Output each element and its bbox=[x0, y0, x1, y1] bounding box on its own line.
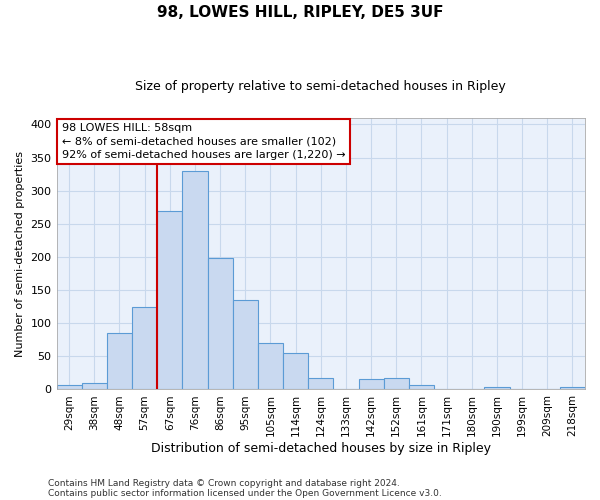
Title: Size of property relative to semi-detached houses in Ripley: Size of property relative to semi-detach… bbox=[136, 80, 506, 93]
Text: 98 LOWES HILL: 58sqm
← 8% of semi-detached houses are smaller (102)
92% of semi-: 98 LOWES HILL: 58sqm ← 8% of semi-detach… bbox=[62, 123, 346, 160]
Text: Contains HM Land Registry data © Crown copyright and database right 2024.: Contains HM Land Registry data © Crown c… bbox=[48, 478, 400, 488]
Bar bbox=[283, 353, 308, 390]
Bar bbox=[107, 333, 132, 390]
Bar bbox=[560, 388, 585, 390]
Text: 98, LOWES HILL, RIPLEY, DE5 3UF: 98, LOWES HILL, RIPLEY, DE5 3UF bbox=[157, 5, 443, 20]
Bar bbox=[233, 300, 258, 390]
Bar bbox=[132, 306, 157, 390]
Bar bbox=[182, 171, 208, 390]
Bar bbox=[208, 258, 233, 390]
Text: Contains public sector information licensed under the Open Government Licence v3: Contains public sector information licen… bbox=[48, 488, 442, 498]
X-axis label: Distribution of semi-detached houses by size in Ripley: Distribution of semi-detached houses by … bbox=[151, 442, 491, 455]
Bar bbox=[359, 379, 383, 390]
Y-axis label: Number of semi-detached properties: Number of semi-detached properties bbox=[15, 150, 25, 356]
Bar bbox=[484, 388, 509, 390]
Bar bbox=[258, 343, 283, 390]
Bar bbox=[383, 378, 409, 390]
Bar bbox=[409, 385, 434, 390]
Bar bbox=[157, 210, 182, 390]
Bar bbox=[308, 378, 334, 390]
Bar bbox=[56, 385, 82, 390]
Bar bbox=[82, 383, 107, 390]
